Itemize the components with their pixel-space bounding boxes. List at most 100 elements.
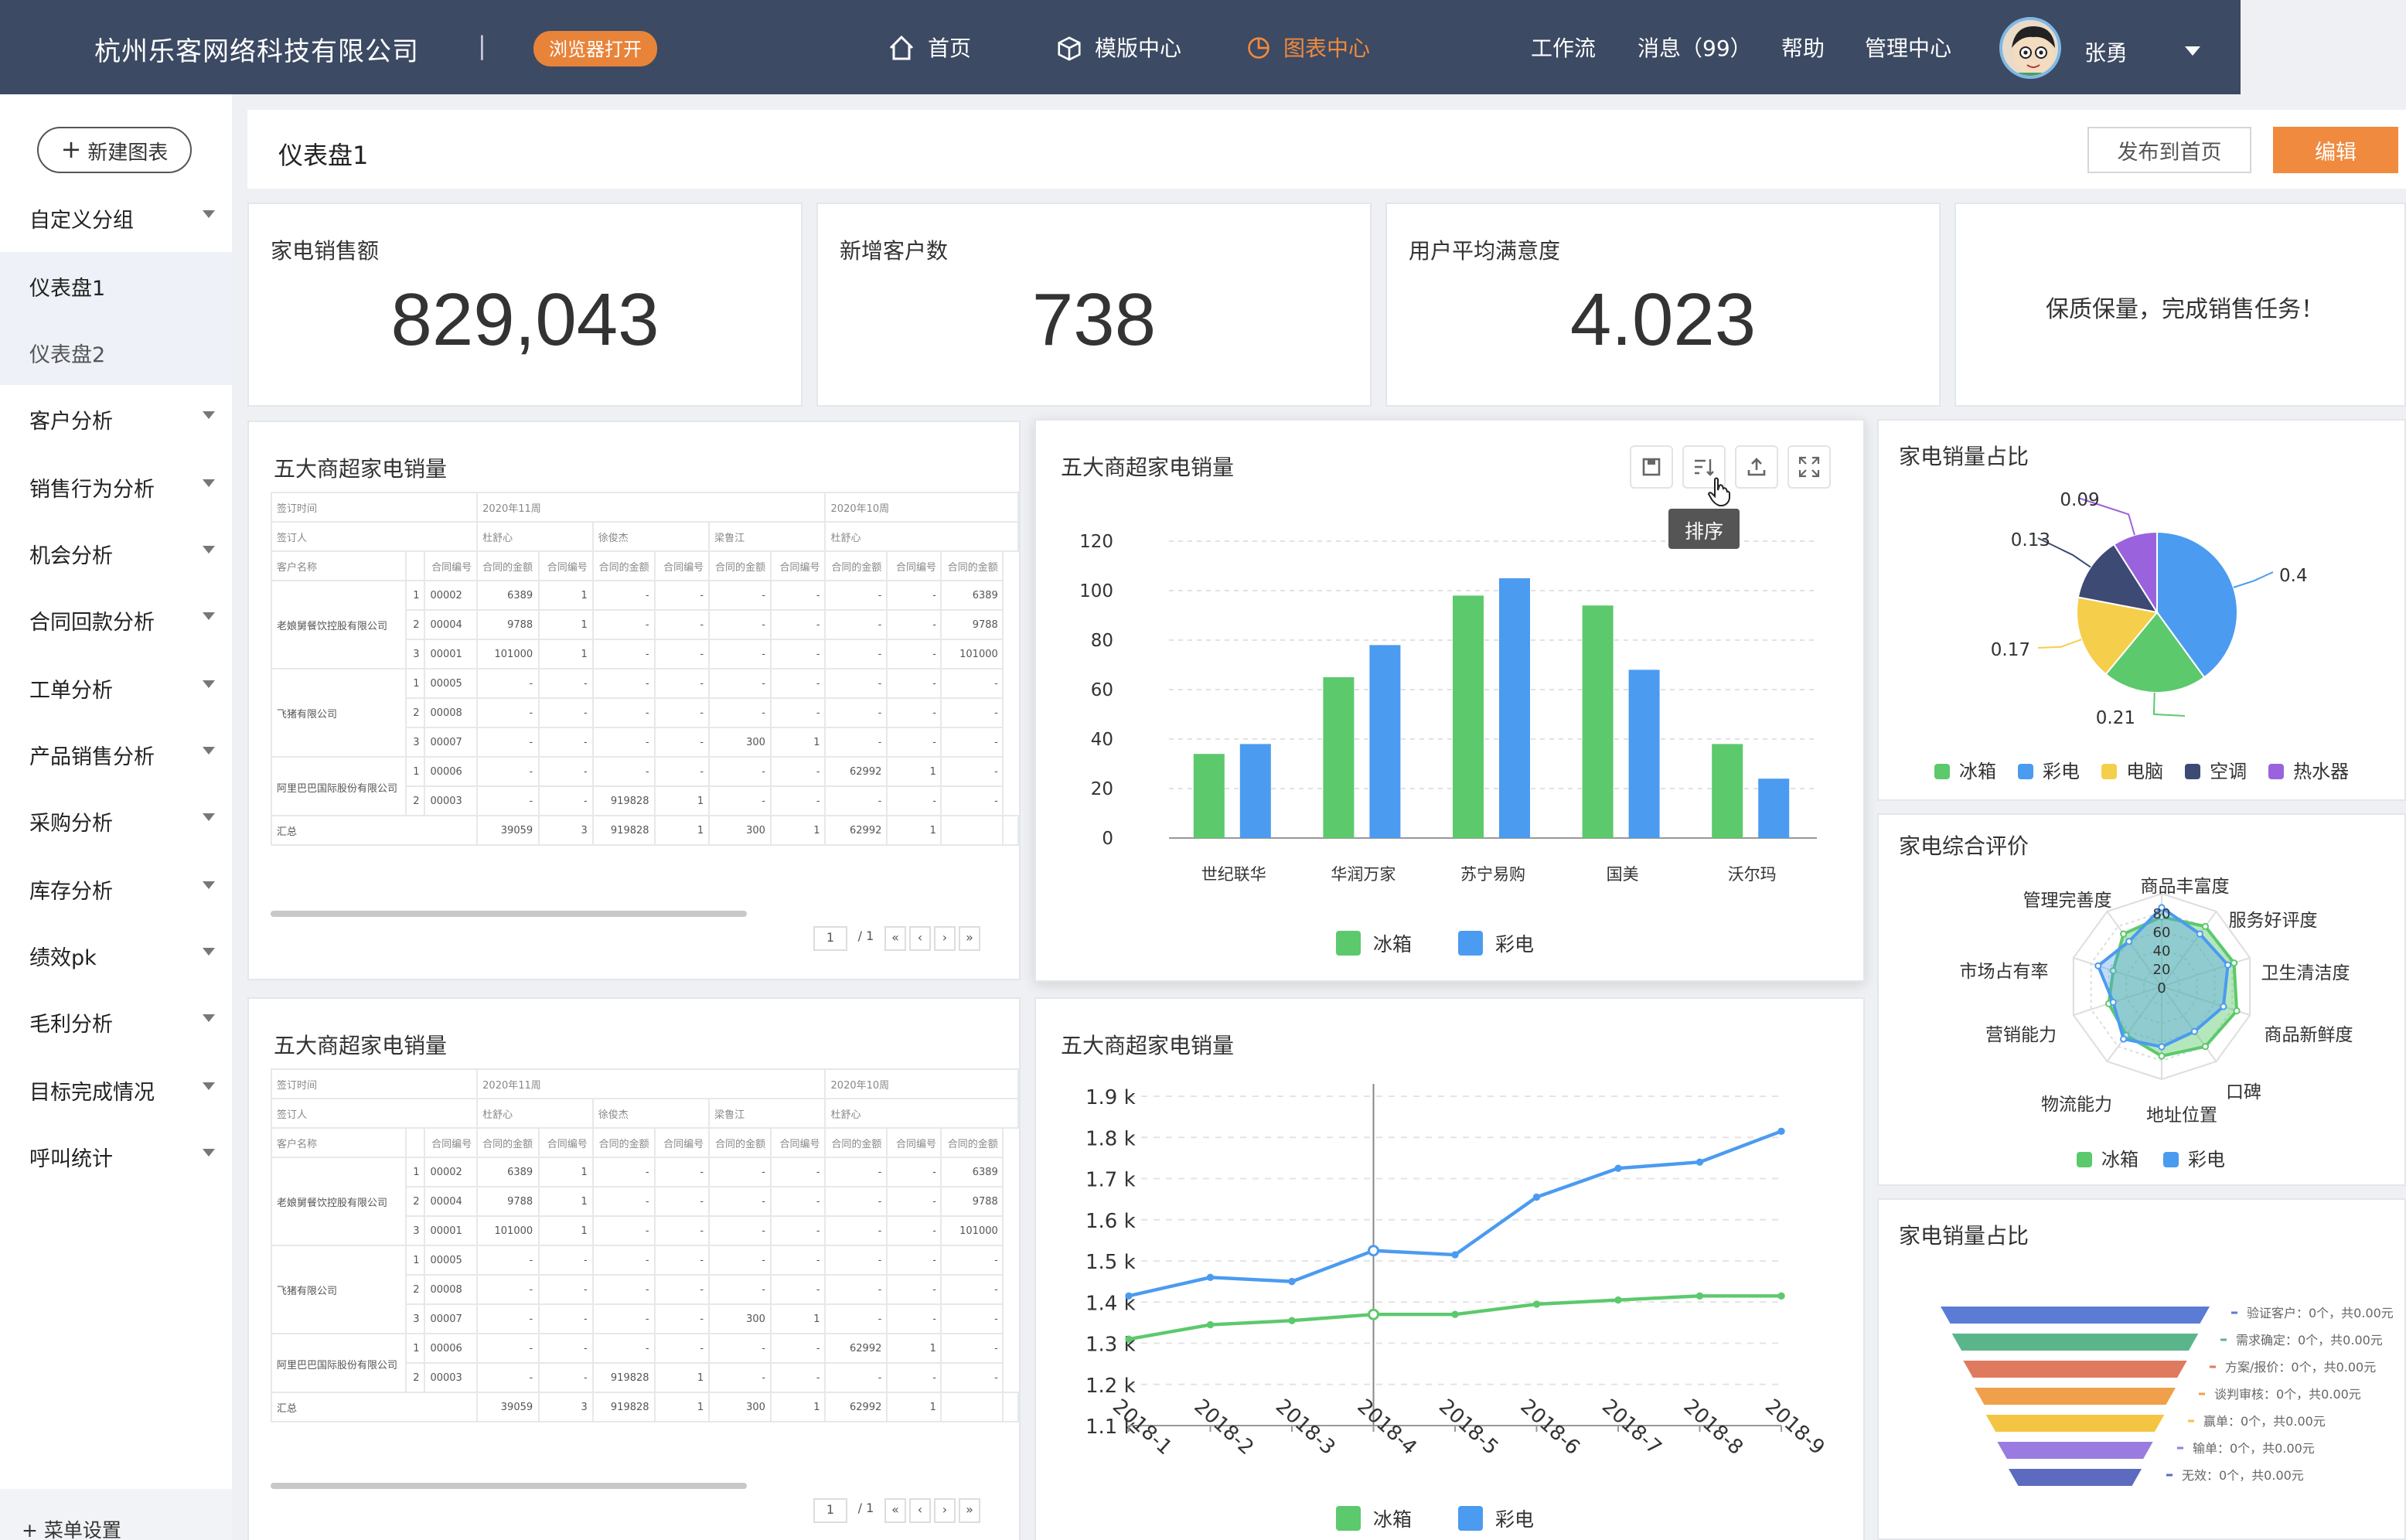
first-page-icon[interactable]: « [884,1498,906,1523]
funnel-stage[interactable] [1951,1334,2199,1351]
bar[interactable] [1323,677,1355,838]
radar-point[interactable] [2125,938,2133,945]
browser-open-badge[interactable]: 浏览器打开 [533,31,658,66]
data-point[interactable] [1777,1127,1785,1135]
chevron-down-icon[interactable] [203,1014,215,1022]
radar-point[interactable] [2109,998,2117,1006]
funnel-stage[interactable] [1963,1361,2187,1378]
chevron-down-icon[interactable] [203,680,215,688]
data-point[interactable] [1368,1245,1379,1257]
nav-template-center[interactable]: 模版中心 [1056,32,1181,63]
funnel-stage[interactable] [1985,1415,2165,1432]
horizontal-scrollbar[interactable] [271,911,747,917]
data-point[interactable] [1614,1296,1622,1304]
bar[interactable] [1193,754,1225,838]
chevron-down-icon[interactable] [203,479,215,487]
nav-messages[interactable]: 消息（99） [1638,37,1752,62]
pie-slice[interactable] [2112,530,2158,615]
prev-page-icon[interactable]: ‹ [909,1498,931,1523]
funnel-stage[interactable] [1975,1388,2176,1405]
bar[interactable] [1628,669,1660,838]
nav-help[interactable]: 帮助 [1781,37,1825,62]
next-page-icon[interactable]: › [934,926,956,951]
sidebar-item[interactable]: 仪表盘2 [0,319,232,385]
data-point[interactable] [1125,1335,1133,1343]
radar-point[interactable] [2094,962,2102,969]
funnel-stage[interactable] [1997,1442,2153,1459]
nav-home[interactable]: 首页 [888,32,971,63]
bar[interactable] [1239,744,1271,838]
sidebar-item[interactable]: 库存分析 [0,855,232,922]
data-point[interactable] [1288,1277,1296,1286]
data-point[interactable] [1451,1310,1459,1318]
radar-point[interactable] [2196,930,2203,938]
page-input[interactable]: 1 [813,926,847,951]
chevron-down-icon[interactable] [203,813,215,821]
bar[interactable] [1369,645,1401,838]
radar-point[interactable] [2220,1003,2227,1010]
page-input[interactable]: 1 [813,1498,847,1523]
data-point[interactable] [1125,1292,1133,1300]
data-point[interactable] [1451,1251,1459,1259]
radar-point[interactable] [2224,961,2232,969]
sidebar-item[interactable]: 自定义分组 [0,184,232,250]
bar[interactable] [1712,744,1743,838]
radar-point[interactable] [2158,1043,2166,1051]
next-page-icon[interactable]: › [934,1498,956,1523]
data-point[interactable] [1695,1158,1704,1166]
radar-point[interactable] [2109,967,2117,975]
save-icon[interactable] [1630,445,1673,489]
sidebar-item[interactable]: 产品销售分析 [0,721,232,787]
chevron-down-icon[interactable] [203,747,215,755]
user-menu-caret-icon[interactable] [2185,46,2200,56]
data-point[interactable] [1695,1292,1704,1300]
radar-point[interactable] [2230,959,2238,967]
sidebar-item[interactable]: 工单分析 [0,654,232,721]
horizontal-scrollbar[interactable] [271,1483,747,1489]
chevron-down-icon[interactable] [203,881,215,889]
bar[interactable] [1453,595,1484,838]
data-point[interactable] [1532,1300,1541,1308]
sidebar-item[interactable]: 机会分析 [0,520,232,586]
radar-point[interactable] [2158,904,2166,911]
sidebar-item[interactable]: 目标完成情况 [0,1056,232,1123]
export-icon[interactable] [1735,445,1778,489]
prev-page-icon[interactable]: ‹ [909,926,931,951]
nav-chart-center[interactable]: 图表中心 [1246,32,1370,63]
radar-point[interactable] [2158,913,2166,921]
data-point[interactable] [1614,1164,1622,1172]
pie-slice[interactable] [2156,530,2238,679]
funnel-stage[interactable] [2009,1469,2142,1486]
data-point[interactable] [1288,1317,1296,1324]
data-point[interactable] [1532,1193,1541,1201]
chevron-down-icon[interactable] [203,612,215,620]
bar[interactable] [1582,605,1614,838]
radar-point[interactable] [2120,1035,2128,1043]
data-point[interactable] [1206,1273,1215,1281]
last-page-icon[interactable]: » [959,926,980,951]
chevron-down-icon[interactable] [203,948,215,956]
sidebar-item[interactable]: 合同回款分析 [0,586,232,652]
sidebar-item[interactable]: 毛利分析 [0,988,232,1054]
nav-admin-center[interactable]: 管理中心 [1865,37,1951,62]
bar[interactable] [1758,779,1790,838]
radar-point[interactable] [2201,1043,2210,1051]
chevron-down-icon[interactable] [203,411,215,419]
sidebar-item[interactable]: 客户分析 [0,385,232,451]
sidebar-item[interactable]: 呼叫统计 [0,1123,232,1189]
radar-point[interactable] [2201,922,2210,930]
radar-point[interactable] [2233,1007,2241,1015]
radar-point[interactable] [2158,1052,2166,1060]
data-point[interactable] [1206,1320,1215,1329]
chevron-down-icon[interactable] [203,546,215,554]
edit-button[interactable]: 编辑 [2273,127,2398,173]
radar-point[interactable] [2190,1027,2198,1035]
nav-workflow[interactable]: 工作流 [1531,37,1596,62]
new-chart-button[interactable]: + 新建图表 [37,127,192,173]
sidebar-item[interactable]: 绩效pk [0,922,232,988]
data-point[interactable] [1368,1308,1379,1320]
user-name[interactable]: 张勇 [2084,42,2128,66]
sidebar-item[interactable]: 仪表盘1 [0,252,232,319]
last-page-icon[interactable]: » [959,1498,980,1523]
radar-point[interactable] [2120,930,2128,938]
